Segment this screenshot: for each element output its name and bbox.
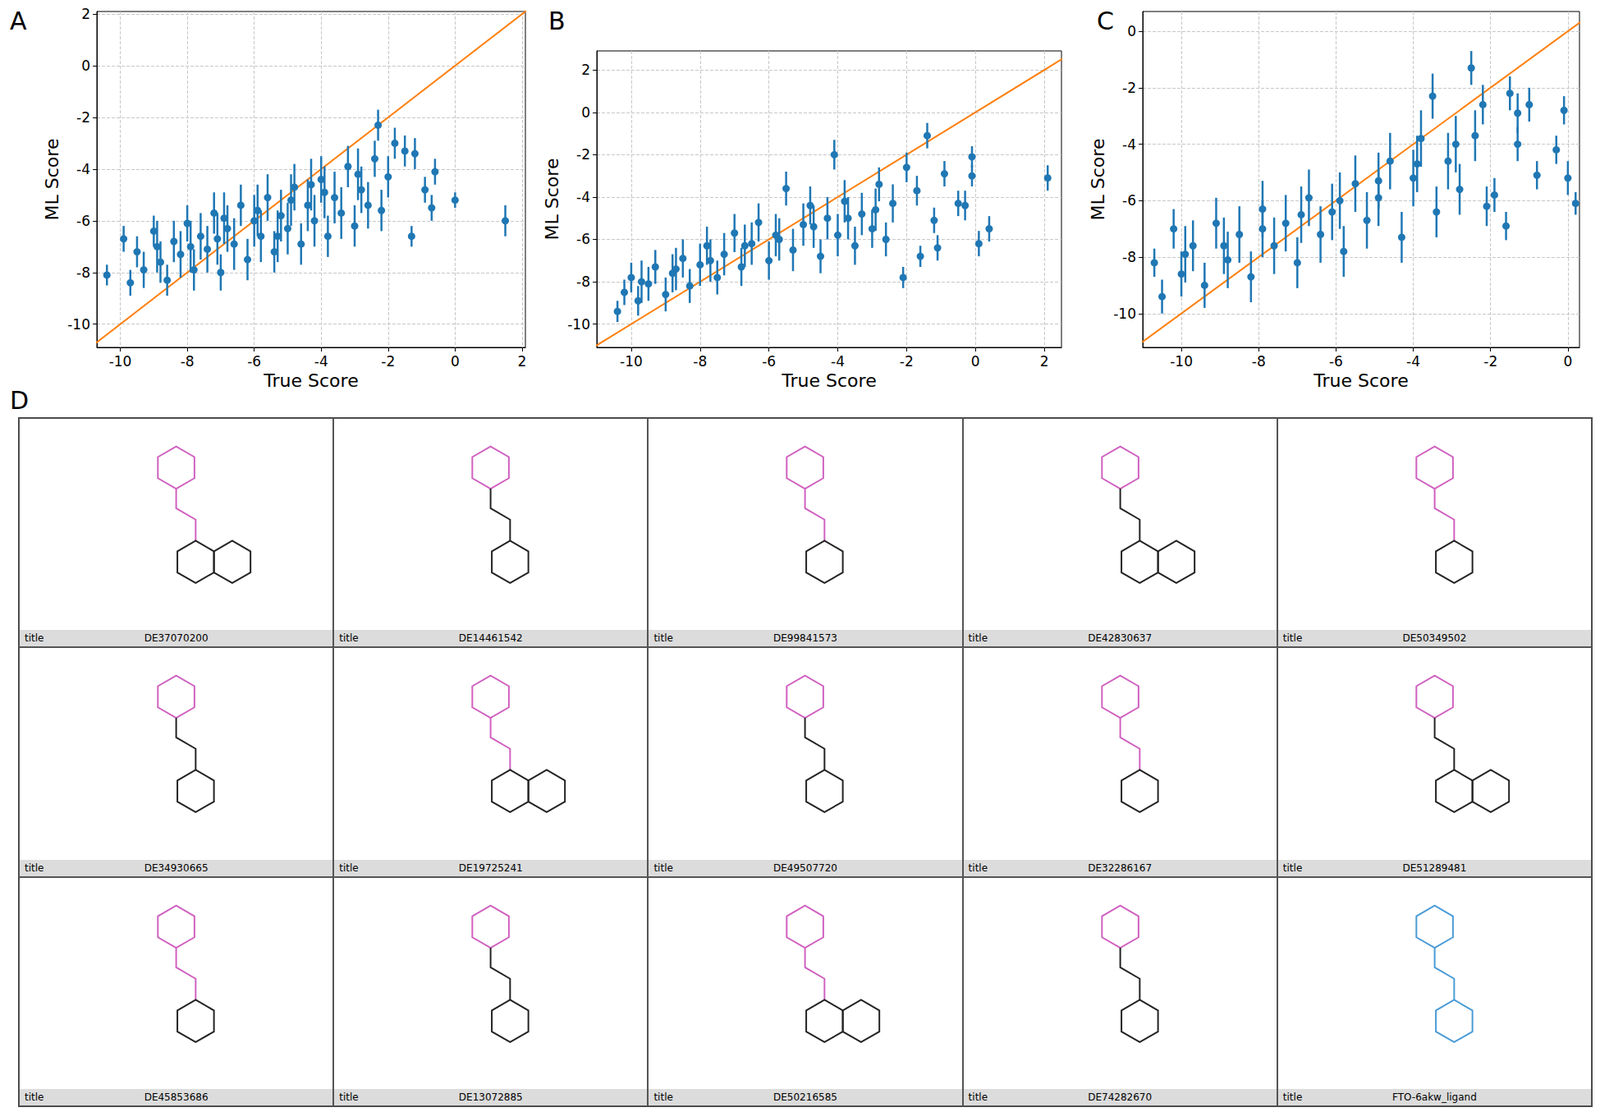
html-text:title: title [653,861,674,874]
svg-text:-2: -2 [899,353,914,370]
svg-text:-10: -10 [567,316,591,333]
html-text:DE13072885: DE13072885 [458,1091,523,1103]
svg-text:-6: -6 [576,230,591,248]
html-text:DE49507720: DE49507720 [773,861,838,874]
svg-text:2: 2 [1040,353,1050,370]
svg-text:2: 2 [518,353,528,370]
svg-text:True Score: True Score [262,370,358,391]
html-text:DE45853686: DE45853686 [144,1091,209,1103]
html-text:title: title [339,1091,359,1103]
svg-text:0: 0 [81,57,91,74]
svg-text:0: 0 [450,353,460,370]
html-text:DE99841573: DE99841573 [773,632,838,644]
html-text:title: title [968,1091,988,1103]
html-text:title: title [1282,861,1303,874]
html-text:FTO-6akw_ligand: FTO-6akw_ligand [1392,1091,1477,1103]
svg-text:-10: -10 [109,353,133,370]
svg-text:-10: -10 [1169,353,1193,370]
svg-text:-8: -8 [76,264,91,281]
svg-text:B: B [548,6,566,36]
html-text:DE32286167: DE32286167 [1087,861,1152,874]
html-text:title: title [653,632,674,644]
svg-text:True Score: True Score [1312,370,1408,391]
svg-text:-10: -10 [67,316,91,333]
html-text:DE50349502: DE50349502 [1402,632,1467,644]
svg-text:-4: -4 [830,353,845,370]
svg-text:C: C [1096,6,1115,36]
svg-text:0: 0 [971,353,981,370]
svg-text:-6: -6 [1329,353,1344,370]
html-text:title: title [339,632,359,644]
html-text:title: title [1282,1091,1303,1103]
svg-text:-10: -10 [619,353,643,370]
svg-text:-8: -8 [576,273,591,290]
svg-text:0: 0 [581,104,591,121]
svg-text:-8: -8 [180,353,195,370]
html-text:DE19725241: DE19725241 [458,861,523,874]
svg-text:-2: -2 [380,353,395,370]
svg-text:0: 0 [1563,353,1573,370]
svg-text:ML Score: ML Score [41,138,63,221]
html-text:title: title [24,1091,44,1103]
html-text:title: title [339,861,359,874]
html-text:title: title [968,861,988,874]
svg-text:-4: -4 [1406,353,1421,370]
svg-text:True Score: True Score [780,370,876,391]
svg-text:-6: -6 [1122,192,1137,209]
html-text:title: title [24,861,44,874]
svg-text:-2: -2 [1483,353,1498,370]
svg-text:-2: -2 [76,109,91,126]
svg-text:-6: -6 [761,353,776,370]
svg-text:-4: -4 [1122,136,1137,153]
svg-text:-10: -10 [1113,305,1137,322]
svg-text:-4: -4 [576,188,591,206]
html-text:title: title [1282,632,1303,644]
svg-text:-2: -2 [1122,79,1137,97]
svg-text:-2: -2 [576,146,591,163]
html-text:DE74282670: DE74282670 [1087,1091,1152,1103]
svg-text:ML Score: ML Score [541,158,563,241]
html-text:DE37070200: DE37070200 [144,632,209,644]
html-text:title: title [24,632,44,644]
svg-text:-8: -8 [1251,353,1266,370]
svg-text:-4: -4 [314,353,329,370]
html-text:title: title [653,1091,674,1103]
svg-text:-4: -4 [76,160,91,178]
svg-text:A: A [9,6,28,36]
html-text:DE14461542: DE14461542 [458,632,523,644]
svg-text:2: 2 [581,61,591,78]
html-text:DE50216585: DE50216585 [773,1091,838,1103]
svg-text:ML Score: ML Score [1087,138,1109,221]
svg-text:-6: -6 [247,353,262,370]
html-text:title: title [968,632,988,644]
svg-text:-6: -6 [76,212,91,230]
html-text:DE34930665: DE34930665 [144,861,209,874]
html-text:D: D [9,385,29,415]
svg-text:2: 2 [81,5,91,23]
svg-text:-8: -8 [692,353,707,370]
html-text:DE42830637: DE42830637 [1087,632,1152,644]
svg-text:-8: -8 [1122,248,1137,266]
svg-text:0: 0 [1127,22,1137,40]
html-text:DE51289481: DE51289481 [1402,861,1467,874]
